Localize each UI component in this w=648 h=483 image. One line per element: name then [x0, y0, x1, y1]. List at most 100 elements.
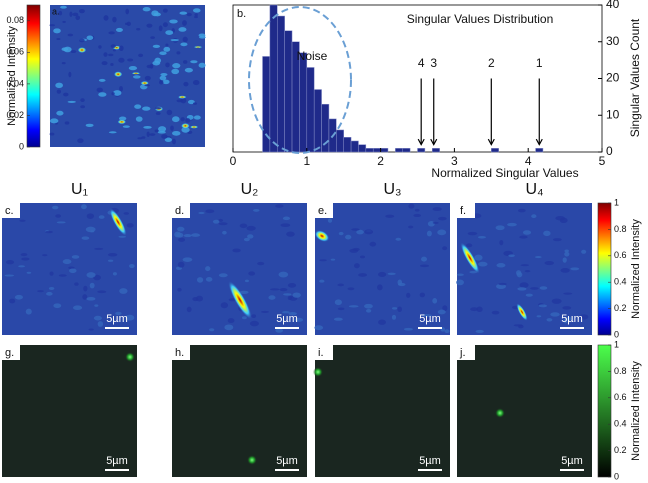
speckle	[183, 234, 192, 238]
speckle	[275, 204, 284, 208]
speckle	[239, 290, 249, 294]
speckle	[564, 251, 570, 257]
panel-label: j.	[459, 347, 466, 359]
speckle	[406, 292, 411, 298]
speckle	[218, 218, 224, 222]
speckle	[352, 247, 360, 252]
speckle	[177, 261, 185, 268]
speckle	[110, 44, 116, 48]
speckle	[562, 257, 567, 263]
speckle	[337, 307, 345, 311]
colorbar-tick-label: 0.4	[614, 419, 627, 429]
speckle	[58, 274, 67, 277]
speckle	[330, 258, 336, 261]
speckle	[182, 36, 188, 43]
bar	[535, 148, 544, 153]
scale-bar-label: 5µm	[106, 313, 128, 325]
speckle	[456, 273, 464, 276]
speckle	[282, 216, 291, 221]
speckle	[186, 12, 192, 17]
speckle	[519, 282, 529, 289]
panel-label: h.	[175, 347, 184, 359]
hot-spot	[228, 280, 252, 320]
chart-title: Singular Values Distribution	[407, 12, 554, 26]
speckle	[283, 293, 292, 296]
speckle	[421, 256, 427, 262]
speckle	[143, 125, 152, 129]
speckle	[26, 271, 32, 274]
speckle	[244, 279, 249, 283]
speckle	[288, 312, 297, 316]
colorbar-tick-label: 1	[614, 197, 619, 207]
speckle	[170, 38, 179, 42]
speckle	[112, 272, 117, 276]
speckle	[119, 45, 124, 52]
speckle	[198, 33, 206, 38]
bar	[269, 4, 278, 153]
speckle	[422, 316, 432, 320]
speckle	[205, 266, 211, 272]
speckle	[475, 329, 484, 333]
speckle	[519, 235, 528, 239]
colorbar-tick-label: 0.04	[6, 78, 24, 88]
x-tick-label: 4	[525, 154, 532, 168]
speckle	[126, 223, 134, 228]
arrow-head	[487, 138, 495, 146]
speckle	[144, 84, 150, 87]
speckle	[354, 263, 360, 269]
speckle	[205, 277, 213, 282]
column-header: U₃	[383, 181, 401, 198]
speckle	[103, 52, 108, 57]
panel-label: c.	[5, 205, 14, 217]
speckle	[414, 208, 420, 212]
speckle	[112, 16, 117, 23]
speckle	[522, 230, 532, 235]
speckle	[101, 61, 108, 66]
speckle	[518, 208, 526, 213]
speckle	[531, 214, 537, 219]
speckle	[508, 254, 515, 258]
arrow-head	[430, 138, 438, 146]
speckle	[49, 132, 55, 136]
label-box	[315, 203, 333, 218]
scale-bar-label: 5µm	[106, 455, 128, 467]
speckle	[444, 329, 450, 334]
speckle	[86, 272, 96, 278]
speckle	[242, 316, 247, 320]
speckle	[249, 320, 259, 327]
speckle	[21, 257, 30, 261]
speckle	[122, 125, 130, 128]
speckle	[347, 287, 355, 291]
speckle	[432, 298, 438, 304]
speckle	[69, 268, 77, 274]
speckle	[163, 46, 171, 52]
bar	[358, 144, 367, 153]
speckle	[129, 264, 135, 269]
speckle	[85, 123, 94, 127]
speckle	[136, 28, 141, 31]
speckle	[260, 310, 269, 313]
speckle	[165, 43, 169, 47]
speckle	[543, 230, 551, 237]
speckle	[162, 8, 168, 13]
speckle	[80, 105, 85, 109]
speckle	[432, 207, 442, 212]
speckle	[77, 47, 87, 54]
speckle	[117, 119, 127, 125]
speckle	[520, 264, 530, 267]
speckle	[408, 225, 414, 229]
bar	[365, 148, 374, 153]
speckle	[154, 129, 159, 133]
speckle	[4, 274, 15, 277]
y-tick-label: 0	[606, 144, 613, 158]
speckle	[83, 285, 88, 292]
speckle	[80, 98, 85, 103]
hot-spot	[460, 242, 480, 274]
panel-label: i.	[318, 347, 324, 359]
column-header: U₁	[71, 181, 88, 198]
speckle	[63, 92, 69, 97]
speckle	[159, 51, 167, 56]
speckle	[566, 317, 572, 321]
speckle	[562, 306, 572, 310]
